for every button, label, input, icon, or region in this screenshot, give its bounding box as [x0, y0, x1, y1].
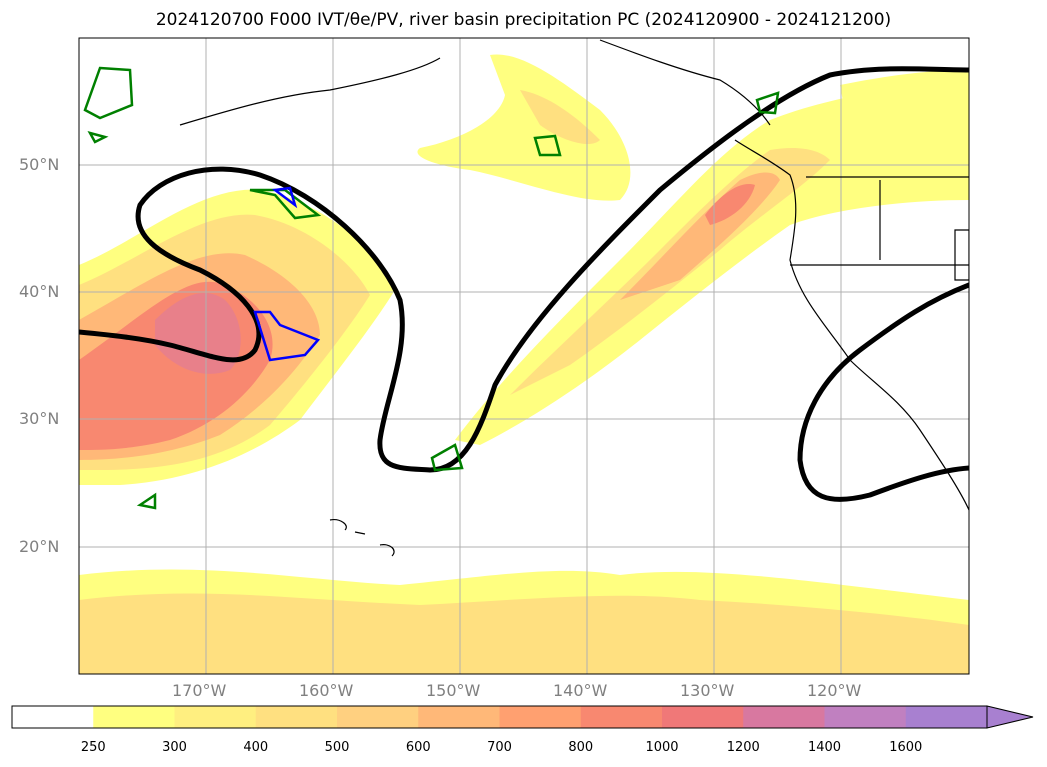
theta-e-contours: [79, 66, 969, 502]
colorbar-tick-label: 400: [243, 740, 269, 755]
colorbar-tick-label: 600: [405, 740, 431, 755]
colorbar-tick-label: 1400: [807, 740, 842, 755]
ivt-southern-band: [79, 569, 969, 674]
colorbar-tick-label: 1600: [889, 740, 923, 755]
lat-label-40n: 40°N: [19, 282, 60, 301]
colorbar-tick-label: 1200: [726, 740, 760, 755]
lon-label-140w: 140°W: [553, 681, 608, 700]
colorbar-segment: [93, 706, 175, 728]
colorbar-segment: [662, 706, 744, 728]
lat-label-30n: 30°N: [19, 409, 60, 428]
colorbar-tick-label: 700: [487, 740, 512, 755]
colorbar-tick-label: 500: [324, 740, 350, 755]
colorbar-segment: [418, 706, 500, 728]
lon-label-160w: 160°W: [299, 681, 354, 700]
colorbar-extend-arrow: [986, 705, 1034, 729]
colorbar-segment: [580, 706, 663, 728]
colorbar-tick-label: 250: [80, 740, 106, 755]
lon-label-120w: 120°W: [807, 681, 862, 700]
lon-label-130w: 130°W: [680, 681, 735, 700]
ivt-western-plume: [79, 189, 395, 485]
colorbar-segment: [174, 706, 257, 728]
colorbar-segment: [824, 706, 907, 728]
lat-label-50n: 50°N: [19, 155, 60, 174]
map-title: 2024120700 F000 IVT/θe/PV, river basin p…: [155, 10, 892, 30]
coastlines: [179, 39, 969, 557]
graticule: [79, 38, 969, 674]
colorbar-tick-label: 1000: [645, 740, 679, 755]
colorbar-segment: [499, 706, 582, 728]
colorbar-segment: [905, 706, 988, 728]
lon-label-150w: 150°W: [426, 681, 481, 700]
colorbar-segment: [255, 706, 338, 728]
pv-contours: [83, 66, 780, 510]
lat-label-20n: 20°N: [19, 537, 60, 556]
colorbar-tick-label: 300: [162, 740, 187, 755]
colorbar-tick-label: 800: [568, 740, 594, 755]
lon-label-170w: 170°W: [172, 681, 227, 700]
colorbar-segment: [337, 706, 419, 728]
map-frame: [78, 37, 970, 675]
colorbar-segment: [743, 706, 825, 728]
colorbar-segment-below: [12, 706, 94, 728]
